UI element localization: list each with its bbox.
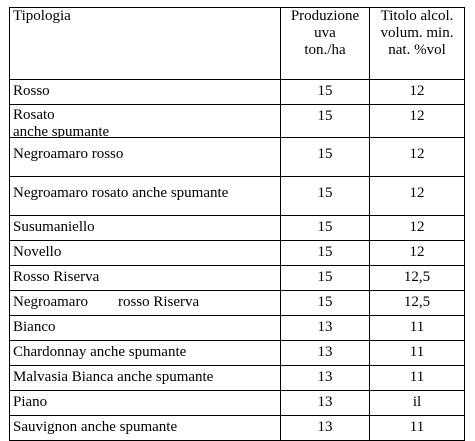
cell-produzione: 13	[280, 365, 370, 391]
header-titolo-line: Titolo alcol.	[380, 8, 454, 25]
cell-tipologia: Rosato anche spumante	[9, 104, 281, 138]
tipologia-text: Novello	[13, 244, 62, 260]
cell-titolo: il	[369, 390, 465, 416]
tipologia-text: Piano	[13, 394, 48, 410]
tipologia-text: Rosato	[13, 107, 55, 123]
cell-produzione: 13	[280, 390, 370, 416]
header-titolo-line: nat. %vol	[388, 42, 446, 58]
cell-tipologia: Chardonnay anche spumante	[9, 340, 281, 366]
cell-tipologia: Novello	[9, 240, 281, 266]
tipologia-text: Negroamaro rosso Riserva	[13, 294, 200, 310]
cell-tipologia: Sauvignon anche spumante	[9, 415, 281, 441]
cell-titolo: 12	[369, 240, 465, 266]
table-row: Chardonnay anche spumante 13 11	[9, 340, 465, 366]
header-produzione: Produzione uva ton./ha	[280, 7, 370, 80]
cell-tipologia: Bianco	[9, 315, 281, 341]
tipologia-text: Rosso	[13, 83, 50, 99]
header-produzione-line: ton./ha	[304, 42, 346, 58]
cell-tipologia: Rosso Riserva	[9, 265, 281, 291]
wine-typology-table: Tipologia Produzione uva ton./ha Titolo …	[9, 7, 465, 441]
table-row: Susumaniello 15 12	[9, 215, 465, 241]
cell-titolo: 12	[369, 79, 465, 105]
cell-produzione: 13	[280, 415, 370, 441]
table-row: Malvasia Bianca anche spumante 13 11	[9, 365, 465, 391]
cell-produzione: 15	[280, 290, 370, 316]
header-tipologia: Tipologia	[9, 7, 281, 80]
cell-produzione: 15	[280, 215, 370, 241]
table-row: Negroamaro rosso 15 12	[9, 137, 465, 177]
cell-produzione: 15	[280, 79, 370, 105]
cell-produzione: 15	[280, 265, 370, 291]
cell-titolo: 11	[369, 415, 465, 441]
cell-produzione: 15	[280, 104, 370, 138]
table-row: Rosato anche spumante 15 12	[9, 104, 465, 138]
tipologia-text: Rosso Riserva	[13, 269, 100, 285]
table-row: Rosso Riserva 15 12,5	[9, 265, 465, 291]
table-row: Sauvignon anche spumante 13 11	[9, 415, 465, 441]
cell-produzione: 13	[280, 315, 370, 341]
cell-produzione: 15	[280, 176, 370, 216]
header-produzione-line: uva	[314, 25, 336, 41]
table-row: Bianco 13 11	[9, 315, 465, 341]
cell-titolo: 11	[369, 315, 465, 341]
cell-titolo: 12	[369, 215, 465, 241]
table-row: Piano 13 il	[9, 390, 465, 416]
header-tipologia-label: Tipologia	[13, 8, 71, 25]
cell-titolo: 12,5	[369, 265, 465, 291]
header-produzione-line: Produzione	[290, 8, 360, 25]
cell-titolo: 11	[369, 340, 465, 366]
cell-titolo: 12	[369, 104, 465, 138]
tipologia-text: anche spumante	[13, 124, 110, 137]
tipologia-text: Bianco	[13, 319, 56, 335]
table-row: Novello 15 12	[9, 240, 465, 266]
tipologia-text: Malvasia Bianca anche spumante	[13, 369, 214, 385]
tipologia-text: Sauvignon anche spumante	[13, 419, 178, 435]
cell-titolo: 12,5	[369, 290, 465, 316]
table-row: Negroamaro rosato anche spumante 15 12	[9, 176, 465, 216]
cell-tipologia: Negroamaro rosso Riserva	[9, 290, 281, 316]
cell-tipologia: Malvasia Bianca anche spumante	[9, 365, 281, 391]
cell-titolo: 12	[369, 137, 465, 177]
cell-tipologia: Susumaniello	[9, 215, 281, 241]
cell-produzione: 13	[280, 340, 370, 366]
header-row: Tipologia Produzione uva ton./ha Titolo …	[9, 7, 465, 80]
cell-produzione: 15	[280, 137, 370, 177]
cell-tipologia: Rosso	[9, 79, 281, 105]
header-titolo-line: volum. min.	[380, 25, 454, 41]
cell-tipologia: Negroamaro rosato anche spumante	[9, 176, 281, 216]
cell-titolo: 11	[369, 365, 465, 391]
cell-produzione: 15	[280, 240, 370, 266]
tipologia-text: Negroamaro rosso	[13, 146, 124, 162]
tipologia-text: Chardonnay anche spumante	[13, 344, 187, 360]
cell-tipologia: Piano	[9, 390, 281, 416]
table-row: Rosso 15 12	[9, 79, 465, 105]
tipologia-text: Susumaniello	[13, 219, 95, 235]
cell-tipologia: Negroamaro rosso	[9, 137, 281, 177]
tipologia-text: Negroamaro rosato anche spumante	[13, 185, 229, 201]
table-body: Tipologia Produzione uva ton./ha Titolo …	[9, 7, 465, 441]
table-row: Negroamaro rosso Riserva 15 12,5	[9, 290, 465, 316]
header-titolo: Titolo alcol. volum. min. nat. %vol	[369, 7, 465, 80]
cell-titolo: 12	[369, 176, 465, 216]
